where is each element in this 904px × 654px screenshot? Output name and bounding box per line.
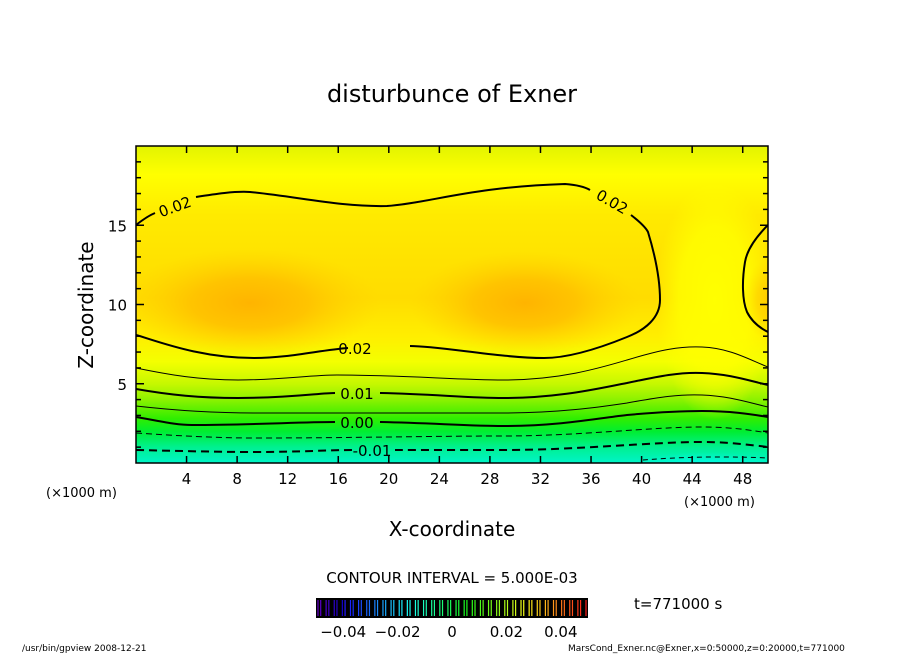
- colorbar-tick-label: −0.02: [375, 623, 421, 641]
- x-tick-label: 12: [278, 470, 297, 488]
- contour-line-neg0.005: [136, 426, 768, 439]
- colorbar-tick-label: 0: [447, 623, 457, 641]
- y-tick-label: 5: [117, 376, 127, 394]
- x-tick-label: 24: [430, 470, 449, 488]
- x-tick-label: 20: [379, 470, 398, 488]
- colorbar-tick-labels: −0.04 −0.02 0 0.02 0.04: [320, 623, 577, 641]
- footer-left: /usr/bin/gpview 2008-12-21: [22, 644, 146, 654]
- y-axis-label: Z-coordinate: [74, 241, 98, 368]
- contour-line-0.02-right: [741, 224, 768, 333]
- contour-line-neg0.015: [642, 456, 768, 461]
- x-tick-label: 48: [733, 470, 752, 488]
- footer-right: MarsCond_Exner.nc@Exner,x=0:50000,z=0:20…: [568, 644, 845, 654]
- contour-line-0.015: [136, 346, 768, 381]
- axis-ticks: [136, 146, 768, 463]
- x-tick-label: 36: [581, 470, 600, 488]
- x-tick-label: 32: [531, 470, 550, 488]
- colorbar-tick-label: 0.02: [490, 623, 523, 641]
- y-tick-label: 10: [108, 297, 127, 315]
- contour-line-0.00: [136, 409, 768, 428]
- x-tick-label: 16: [329, 470, 348, 488]
- contour-line-0.005: [136, 394, 768, 414]
- contour-label: -0.01: [353, 442, 392, 460]
- time-label: t=771000 s: [634, 595, 722, 613]
- contour-label: 0.02: [338, 340, 371, 358]
- contour-line-neg0.01: [136, 440, 768, 454]
- colorbar-tick-label: −0.04: [320, 623, 366, 641]
- x-axis-label: X-coordinate: [389, 517, 516, 541]
- contour-label: 0.01: [340, 385, 373, 403]
- chart-title: disturbunce of Exner: [327, 80, 577, 108]
- contour-interval-text: CONTOUR INTERVAL = 5.000E-03: [326, 569, 577, 587]
- x-tick-label: 8: [232, 470, 242, 488]
- contour-lines: [136, 182, 768, 461]
- colorbar-tick-label: 0.04: [544, 623, 577, 641]
- x-tick-label: 4: [182, 470, 192, 488]
- contour-line-0.01: [136, 371, 768, 400]
- x-tick-label: 40: [632, 470, 651, 488]
- y-tick-label: 15: [108, 217, 127, 235]
- x-tick-label: 44: [683, 470, 702, 488]
- contour-line-0.02-upper: [136, 182, 662, 360]
- contour-label: 0.00: [340, 414, 373, 432]
- x-tick-label: 28: [480, 470, 499, 488]
- x-tick-labels: 4 8 12 16 20 24 28 32 36 40 44 48: [182, 470, 752, 488]
- y-tick-labels: 5 10 15: [108, 217, 127, 394]
- colorbar: [316, 598, 588, 618]
- x-unit-label-right: (×1000 m): [684, 495, 755, 510]
- x-unit-label-left: (×1000 m): [46, 486, 117, 501]
- contour-fill: [136, 146, 768, 463]
